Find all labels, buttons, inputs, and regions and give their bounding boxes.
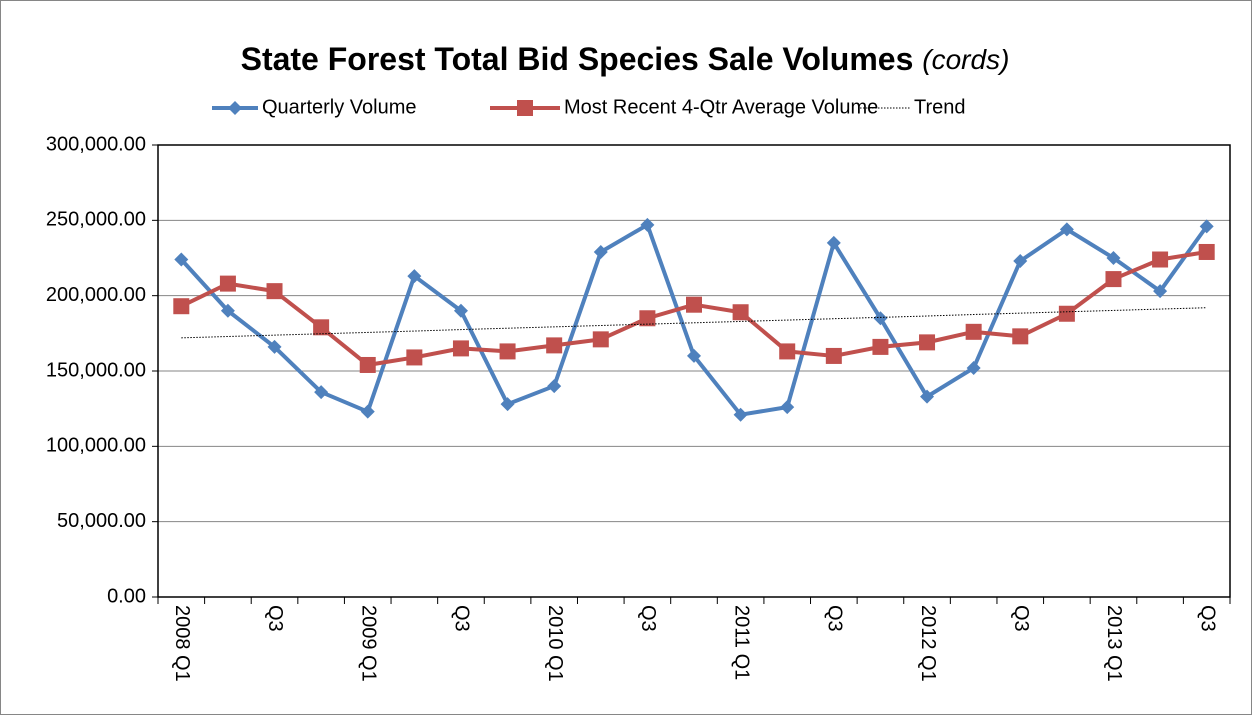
data-point — [547, 379, 562, 394]
data-point — [686, 296, 702, 313]
chart-title: State Forest Total Bid Species Sale Volu… — [241, 41, 914, 77]
legend-marker — [228, 101, 242, 115]
data-point — [1106, 251, 1121, 265]
x-tick-label: Q3 — [1196, 605, 1218, 632]
chart-title-group: State Forest Total Bid Species Sale Volu… — [241, 41, 1010, 77]
data-point — [825, 347, 842, 364]
data-point — [360, 404, 375, 419]
legend-label: Quarterly Volume — [262, 96, 417, 118]
data-point — [452, 340, 469, 357]
legend: Quarterly Volume Most Recent 4-Qtr Averag… — [212, 96, 966, 118]
data-point — [1013, 254, 1028, 269]
data-point — [219, 275, 236, 292]
y-tick-label: 200,000.00 — [46, 284, 146, 306]
x-tick-label: 2010 Q1 — [544, 605, 566, 682]
data-point — [873, 311, 888, 326]
y-tick-label: 0.00 — [107, 585, 146, 607]
data-point — [220, 303, 235, 318]
x-tick-label: 2009 Q1 — [357, 605, 379, 682]
plot-border — [157, 144, 1231, 598]
data-point — [314, 385, 329, 400]
data-point — [359, 356, 376, 373]
data-point — [780, 400, 795, 415]
y-tick-label: 300,000.00 — [46, 133, 146, 155]
data-point — [966, 360, 981, 375]
data-point — [1198, 243, 1215, 260]
data-point — [965, 323, 982, 340]
data-point — [920, 389, 935, 404]
data-point — [1199, 219, 1214, 234]
data-point — [826, 235, 841, 250]
x-tick-label: 2013 Q1 — [1103, 605, 1125, 682]
data-point — [173, 298, 190, 315]
data-point — [546, 337, 563, 354]
x-tick-label: 2011 Q1 — [730, 605, 752, 680]
data-point — [733, 407, 748, 422]
data-point — [1153, 284, 1168, 299]
data-point — [1152, 251, 1169, 268]
data-point — [453, 303, 468, 318]
x-tick-label: 2008 Q1 — [171, 605, 193, 682]
x-tick-label: Q3 — [1010, 605, 1032, 632]
data-point — [500, 397, 515, 412]
data-point — [1012, 328, 1029, 345]
legend-label: Most Recent 4-Qtr Average Volume — [564, 96, 878, 118]
x-tick-label: Q3 — [451, 605, 473, 632]
data-point — [1058, 305, 1075, 322]
data-point — [593, 244, 608, 259]
data-point — [266, 283, 283, 300]
data-point — [779, 343, 796, 360]
x-tick-label: Q3 — [637, 605, 659, 632]
data-point — [1105, 271, 1122, 288]
x-tick-label: 2012 Q1 — [917, 605, 939, 682]
y-tick-label: 150,000.00 — [46, 359, 146, 381]
data-point — [499, 343, 516, 360]
data-point — [639, 310, 656, 327]
legend-marker — [517, 100, 533, 116]
data-point — [919, 334, 936, 351]
data-point — [687, 348, 701, 363]
data-point — [592, 331, 609, 348]
data-point — [406, 349, 423, 366]
data-point — [174, 252, 189, 267]
x-tick-label: Q3 — [264, 605, 286, 632]
data-point — [313, 319, 330, 336]
data-point — [872, 338, 889, 355]
data-point — [407, 269, 422, 284]
chart-title-note: (cords) — [922, 44, 1009, 75]
data-point — [732, 304, 749, 321]
y-tick-label: 50,000.00 — [57, 510, 146, 532]
data-point — [1059, 222, 1074, 237]
plot-area: 0.00 50,000.00 100,000.00 150,000.00 200,000… — [46, 133, 1231, 682]
data-point — [640, 217, 655, 232]
data-point — [267, 339, 282, 354]
legend-label: Trend — [914, 96, 966, 118]
y-tick-label: 100,000.00 — [46, 435, 146, 457]
y-tick-label: 250,000.00 — [46, 209, 146, 231]
x-tick-label: Q3 — [824, 605, 846, 632]
